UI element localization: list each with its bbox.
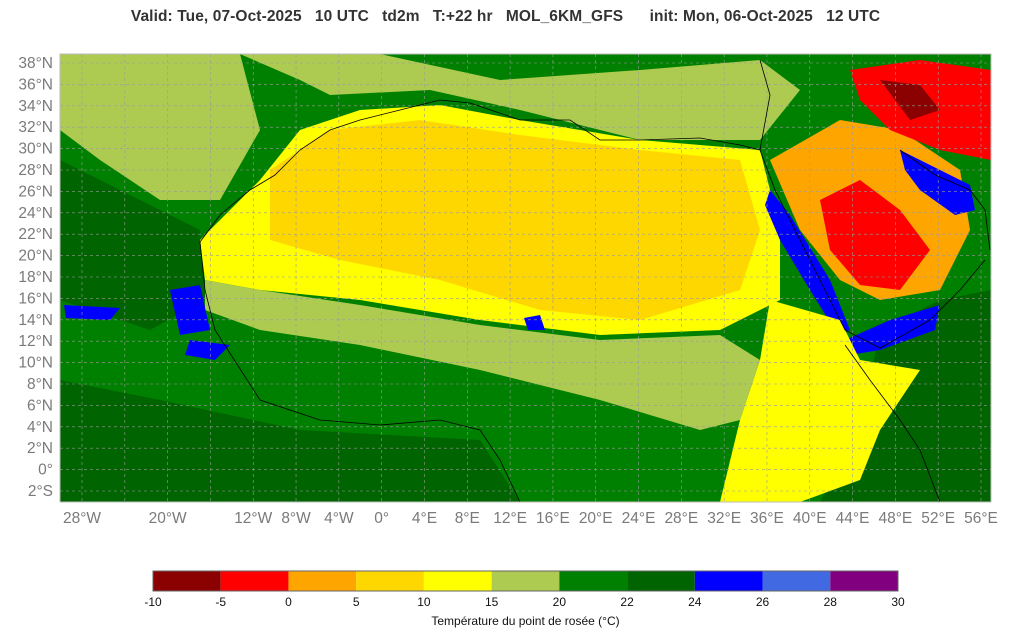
latitude-label: 20°N — [18, 248, 53, 265]
lake-chad-blue — [524, 315, 545, 330]
latitude-label: 26°N — [18, 183, 53, 200]
longitude-label: 8°W — [281, 510, 311, 527]
longitude-label: 56°E — [964, 510, 998, 527]
longitude-label: 44°E — [836, 510, 870, 527]
latitude-label: 34°N — [18, 98, 53, 115]
longitude-label: 4°E — [412, 510, 437, 527]
colorbar-swatch — [423, 571, 492, 591]
red-sea-blue — [765, 190, 850, 335]
atlantic-blue-patch — [185, 340, 230, 360]
longitude-label: 48°E — [878, 510, 912, 527]
longitude-label: 40°E — [793, 510, 827, 527]
colorbar-swatch — [627, 571, 695, 591]
atlantic-deep-green — [60, 160, 205, 330]
atlantic-light-green — [60, 54, 260, 200]
iran-dark-red — [880, 80, 940, 120]
longitude-label: 52°E — [921, 510, 955, 527]
longitude-label: 8°E — [455, 510, 480, 527]
sahel-light-green — [205, 280, 760, 430]
persian-gulf-blue — [900, 150, 975, 215]
longitude-label: 4°W — [324, 510, 354, 527]
map-grid — [60, 54, 991, 502]
coastlines — [199, 59, 991, 503]
longitude-label: 12°E — [493, 510, 527, 527]
latitude-label: 28°N — [18, 162, 53, 179]
longitude-label: 20°W — [149, 510, 187, 527]
gulf-guinea-deep-green — [60, 380, 520, 502]
longitude-labels: 28°W 20°W 12°W 8°W 4°W 0° 4°E 8°E 12°E 16°E 20°E 24… — [63, 510, 998, 527]
longitude-label: 28°E — [664, 510, 698, 527]
latitude-label: 0° — [38, 462, 53, 479]
colorbar-swatch — [762, 571, 831, 591]
longitude-label: 0° — [374, 510, 389, 527]
latitude-label: 6°N — [27, 397, 53, 414]
colorbar-swatch — [559, 571, 628, 591]
longitude-label: 32°E — [707, 510, 741, 527]
latitude-label: 2°N — [27, 440, 53, 457]
colorbar-swatch — [694, 571, 763, 591]
latitude-label: 38°N — [18, 55, 53, 72]
east-africa-yellow — [720, 300, 920, 502]
colorbar-swatch — [830, 571, 898, 591]
latitude-label: 14°N — [18, 312, 53, 329]
latitude-label: 36°N — [18, 76, 53, 93]
longitude-label: 20°E — [579, 510, 613, 527]
latitude-label: 10°N — [18, 355, 53, 372]
longitude-label: 16°E — [536, 510, 570, 527]
latitude-label: 4°N — [27, 419, 53, 436]
atlantic-blue-patch — [170, 285, 210, 335]
colorbar-frame — [152, 570, 899, 592]
longitude-label: 12°W — [234, 510, 272, 527]
latitude-label: 22°N — [18, 226, 53, 243]
latitude-label: 32°N — [18, 119, 53, 136]
colorbar-swatch — [153, 571, 221, 591]
colorbar-swatch — [288, 571, 357, 591]
longitude-label: 36°E — [750, 510, 784, 527]
mediterranean-light-green — [240, 54, 800, 140]
latitude-label: 2°S — [28, 483, 53, 500]
map-frame — [59, 53, 992, 503]
atlantic-blue-patch — [64, 305, 120, 320]
longitude-label: 28°W — [63, 510, 101, 527]
map-title: Valid: Tue, 07-Oct-2025 10 UTC td2m T:+2… — [130, 8, 881, 25]
latitude-label: 16°N — [18, 290, 53, 307]
colorbar — [152, 570, 899, 592]
colorbar-swatch — [220, 571, 289, 591]
longitude-label: 24°E — [622, 510, 656, 527]
colorbar-swatch — [356, 571, 424, 591]
latitude-label: 12°N — [18, 333, 53, 350]
latitude-label: 24°N — [18, 205, 53, 222]
latitude-label: 18°N — [18, 269, 53, 286]
arabia-red — [820, 180, 930, 290]
map-fields — [60, 54, 991, 502]
latitude-label: 8°N — [27, 376, 53, 393]
latitude-labels: 38°N 36°N 34°N 32°N 30°N 28°N 26°N 24°N 22°N 20°N… — [18, 55, 53, 500]
colorbar-swatch — [491, 571, 560, 591]
latitude-label: 30°N — [18, 141, 53, 158]
